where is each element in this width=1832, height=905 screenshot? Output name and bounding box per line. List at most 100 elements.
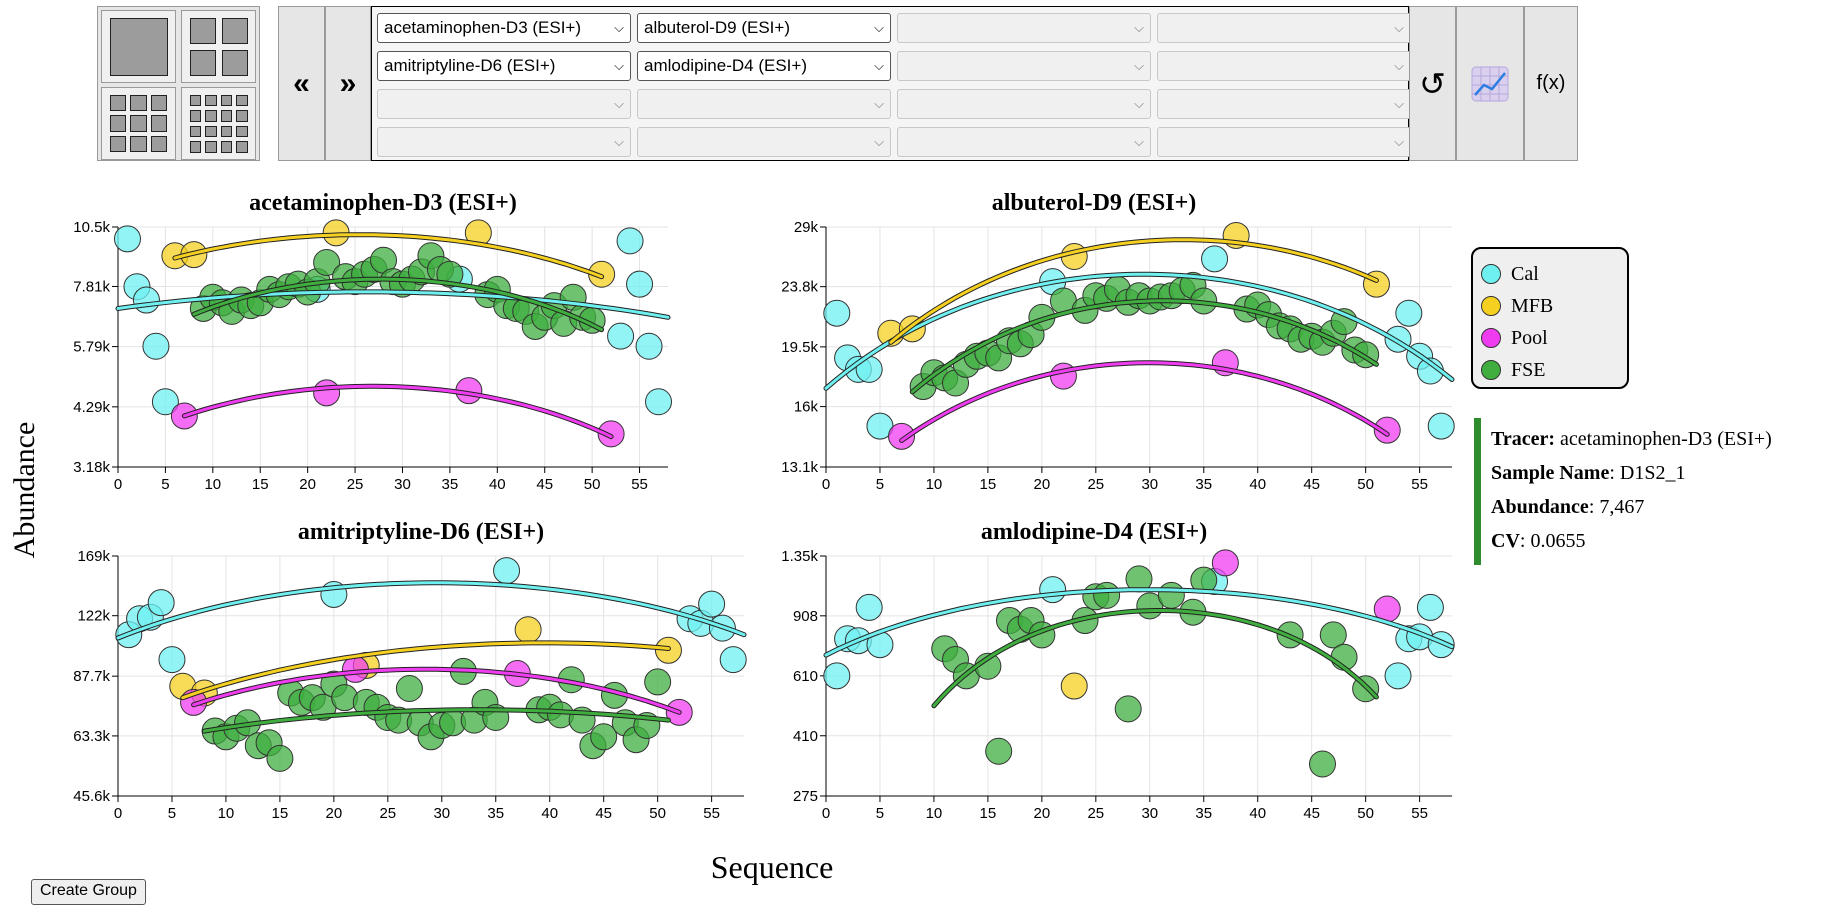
data-point-cal[interactable] [126, 605, 154, 633]
data-point-fse[interactable] [406, 709, 434, 737]
data-point-mfb[interactable] [1362, 270, 1390, 298]
data-point-cal[interactable] [158, 646, 186, 674]
data-point-fse[interactable] [974, 652, 1002, 680]
data-point-fse[interactable] [398, 265, 426, 293]
tracer-select-r1-c2[interactable]: albuterol-D9 (ESI+) ⌵ [637, 13, 891, 43]
tracer-select-r3-c4[interactable]: ⌵ [1157, 89, 1411, 119]
data-point-fse[interactable] [1319, 621, 1347, 649]
data-point-fse[interactable] [1179, 598, 1207, 626]
tracer-select-r4-c3[interactable]: ⌵ [897, 127, 1151, 157]
legend-item-pool[interactable]: Pool [1481, 324, 1548, 352]
data-point-fse[interactable] [277, 679, 305, 707]
data-point-mfb[interactable] [322, 219, 350, 247]
data-point-fse[interactable] [974, 339, 1002, 367]
data-point-mfb[interactable] [877, 319, 905, 347]
data-point-cal[interactable] [132, 286, 160, 314]
data-point-cal[interactable] [142, 332, 170, 360]
data-point-fse[interactable] [426, 255, 454, 283]
data-point-fse[interactable] [388, 270, 416, 298]
tracer-select-r2-c4[interactable]: ⌵ [1157, 51, 1411, 81]
data-point-fse[interactable] [644, 668, 672, 696]
data-point-fse[interactable] [1028, 621, 1056, 649]
data-point-cal[interactable] [136, 603, 164, 631]
data-point-cal[interactable] [866, 412, 894, 440]
data-point-fse[interactable] [1114, 695, 1142, 723]
data-point-cal[interactable] [626, 270, 654, 298]
data-point-fse[interactable] [931, 364, 959, 392]
data-point-pool[interactable] [455, 377, 483, 405]
data-point-pool[interactable] [170, 402, 198, 430]
data-point-fse[interactable] [483, 275, 511, 303]
data-point-fse[interactable] [1168, 277, 1196, 305]
data-point-fse[interactable] [512, 297, 540, 325]
data-point-fse[interactable] [1093, 284, 1121, 312]
data-point-fse[interactable] [493, 292, 521, 320]
data-point-fse[interactable] [201, 717, 229, 745]
data-point-fse[interactable] [540, 292, 568, 320]
tracer-select-r1-c3[interactable]: ⌵ [897, 13, 1151, 43]
data-point-cal[interactable] [645, 388, 673, 416]
data-point-cal[interactable] [607, 322, 635, 350]
tracer-select-r2-c1[interactable]: amitriptyline-D6 (ESI+) ⌵ [377, 51, 631, 81]
data-point-fse[interactable] [1308, 328, 1336, 356]
data-point-cal[interactable] [834, 344, 862, 372]
data-point-fse[interactable] [1125, 282, 1153, 310]
data-point-fse[interactable] [471, 688, 499, 716]
data-point-fse[interactable] [266, 744, 294, 772]
data-point-fse[interactable] [303, 268, 331, 296]
data-point-fse[interactable] [1330, 308, 1358, 336]
data-point-fse[interactable] [995, 607, 1023, 635]
create-group-button[interactable]: Create Group [31, 879, 146, 905]
layout-1x1-button[interactable] [101, 10, 176, 83]
data-point-cal[interactable] [855, 593, 883, 621]
data-point-fse[interactable] [370, 246, 398, 274]
data-point-fse[interactable] [559, 283, 587, 311]
data-point-fse[interactable] [218, 297, 246, 325]
data-point-fse[interactable] [1125, 565, 1153, 593]
tracer-select-r1-c4[interactable]: ⌵ [1157, 13, 1411, 43]
data-point-fse[interactable] [942, 369, 970, 397]
data-point-fse[interactable] [536, 693, 564, 721]
data-point-pool[interactable] [503, 659, 531, 687]
layout-2x2-button[interactable] [181, 10, 256, 83]
data-point-fse[interactable] [474, 281, 502, 309]
data-point-fse[interactable] [309, 693, 337, 721]
data-point-cal[interactable] [1384, 325, 1412, 353]
data-point-fse[interactable] [1179, 271, 1207, 299]
data-point-fse[interactable] [600, 681, 628, 709]
tracer-select-r3-c2[interactable]: ⌵ [637, 89, 891, 119]
data-point-fse[interactable] [199, 283, 227, 311]
data-point-fse[interactable] [995, 327, 1023, 355]
data-point-fse[interactable] [1352, 675, 1380, 703]
data-point-fse[interactable] [1136, 287, 1164, 315]
data-point-fse[interactable] [569, 303, 597, 331]
data-point-fse[interactable] [1093, 581, 1121, 609]
data-point-mfb[interactable] [161, 242, 189, 270]
tracer-select-r3-c3[interactable]: ⌵ [897, 89, 1151, 119]
data-point-fse[interactable] [590, 723, 618, 751]
layout-4x4-button[interactable] [181, 87, 256, 160]
data-point-cal[interactable] [855, 355, 883, 383]
data-point-cal[interactable] [1201, 245, 1229, 273]
legend-item-mfb[interactable]: MFB [1481, 292, 1553, 320]
data-point-fse[interactable] [1244, 291, 1272, 319]
data-point-fse[interactable] [351, 260, 379, 288]
data-point-cal[interactable] [844, 355, 872, 383]
data-point-fse[interactable] [985, 344, 1013, 372]
data-point-cal[interactable] [1406, 342, 1434, 370]
data-point-fse[interactable] [287, 688, 315, 716]
data-point-fse[interactable] [1352, 341, 1380, 369]
data-point-cal[interactable] [123, 273, 151, 301]
data-point-fse[interactable] [521, 312, 549, 340]
data-point-fse[interactable] [1006, 330, 1034, 358]
data-point-pool[interactable] [1211, 549, 1239, 577]
data-point-fse[interactable] [363, 693, 391, 721]
data-point-fse[interactable] [531, 303, 559, 331]
data-point-fse[interactable] [952, 350, 980, 378]
data-point-fse[interactable] [942, 645, 970, 673]
data-point-fse[interactable] [1287, 325, 1315, 353]
data-point-fse[interactable] [1330, 643, 1358, 671]
legend-item-cal[interactable]: Cal [1481, 260, 1539, 288]
data-point-cal[interactable] [687, 609, 715, 637]
data-point-fse[interactable] [633, 712, 661, 740]
